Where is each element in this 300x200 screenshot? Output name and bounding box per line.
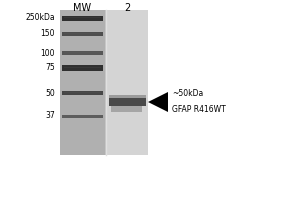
Bar [64,52,101,53]
Text: 75: 75 [45,64,55,72]
Text: 150: 150 [40,29,55,38]
Text: 100: 100 [40,48,55,58]
Bar [111,106,142,112]
Text: MW: MW [74,3,92,13]
Bar [64,33,101,34]
Bar [64,17,101,18]
Bar [109,95,146,98]
Bar [107,10,148,155]
Bar [62,51,103,55]
Bar [62,65,103,71]
Bar [109,98,146,106]
Bar [60,10,148,155]
Bar [60,10,105,155]
Text: 250kDa: 250kDa [26,14,55,22]
Bar [62,91,103,95]
Text: 37: 37 [45,112,55,120]
Bar [64,92,101,93]
Bar [62,115,103,118]
Bar [62,16,103,21]
Polygon shape [148,92,168,112]
Text: 2: 2 [124,3,130,13]
Bar [64,67,101,68]
Bar [62,32,103,36]
Text: ~50kDa: ~50kDa [172,90,203,98]
Text: 50: 50 [45,88,55,98]
Text: GFAP R416WT: GFAP R416WT [172,106,226,114]
